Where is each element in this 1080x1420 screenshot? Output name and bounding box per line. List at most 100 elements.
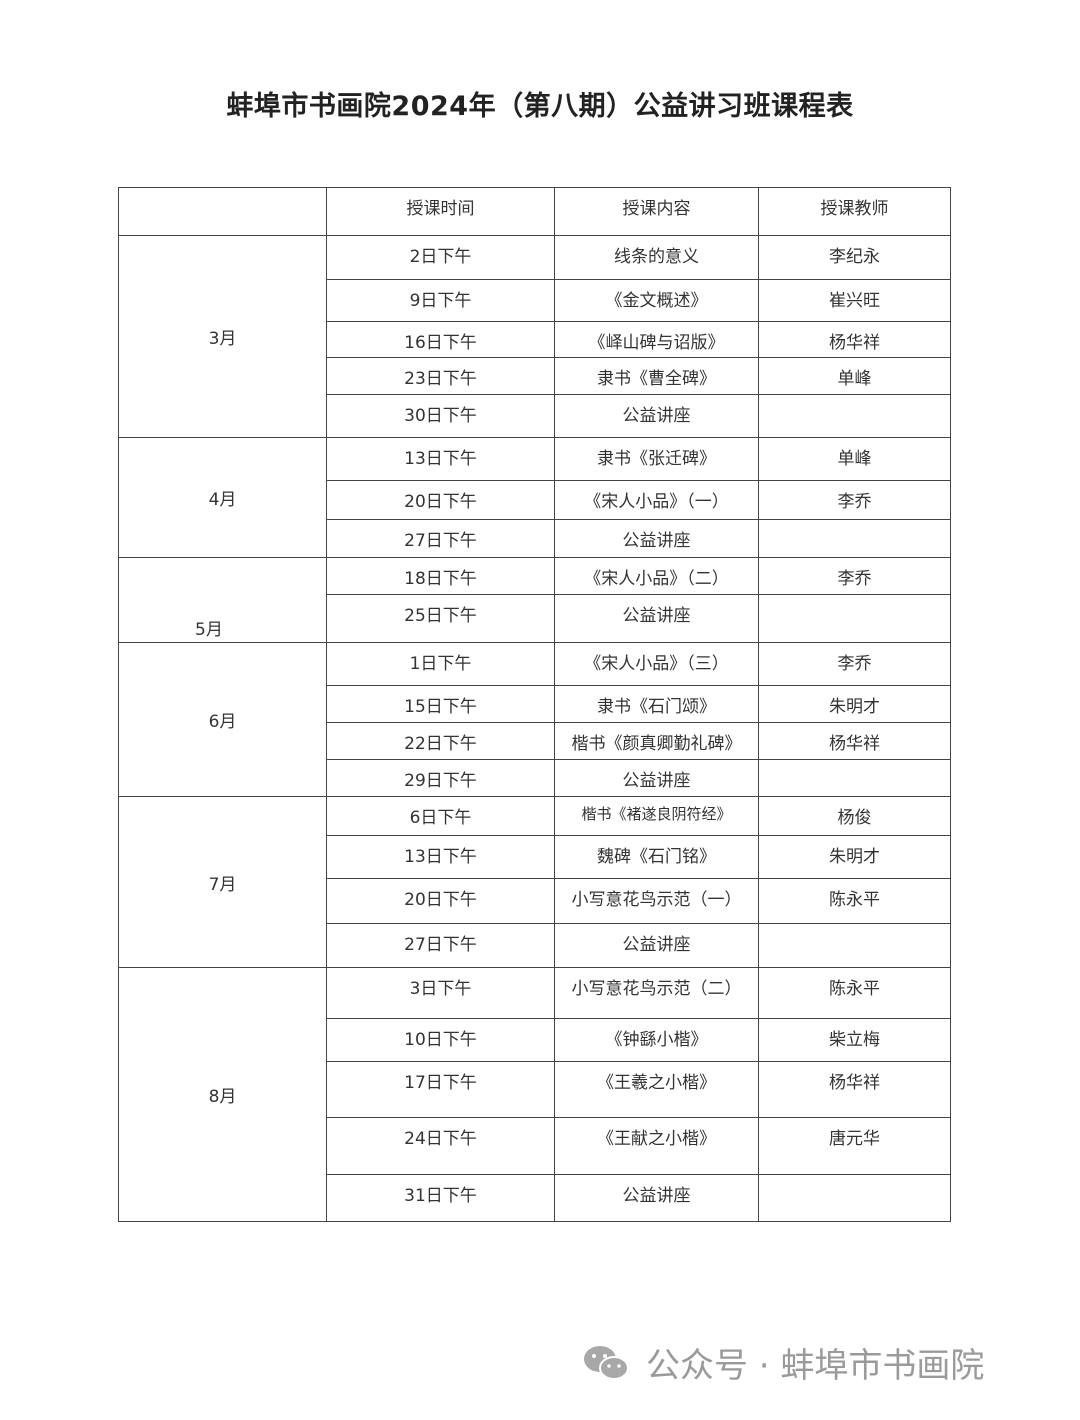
content-cell: 《宋人小品》（三）	[554, 642, 759, 686]
table-row: 20日下午 小写意花鸟示范（一） 陈永平	[119, 878, 951, 924]
teacher-cell: 朱明才	[758, 685, 951, 723]
time-cell: 15日下午	[326, 685, 555, 723]
time-cell: 10日下午	[326, 1018, 555, 1062]
teacher-cell	[758, 1174, 951, 1222]
month-cell: 7月	[118, 796, 327, 968]
table-row: 31日下午 公益讲座	[119, 1174, 951, 1222]
time-cell: 31日下午	[326, 1174, 555, 1222]
time-cell: 18日下午	[326, 557, 555, 595]
table-row: 16日下午 《峄山碑与诏版》 杨华祥	[119, 321, 951, 358]
time-cell: 24日下午	[326, 1117, 555, 1175]
table-row: 30日下午 公益讲座	[119, 394, 951, 438]
content-cell: 楷书《颜真卿勤礼碑》	[554, 722, 759, 760]
teacher-cell: 单峰	[758, 437, 951, 481]
content-cell: 小写意花鸟示范（一）	[554, 878, 759, 924]
content-cell: 小写意花鸟示范（二）	[554, 967, 759, 1019]
content-cell: 公益讲座	[554, 923, 759, 968]
teacher-cell: 陈永平	[758, 878, 951, 924]
time-cell: 17日下午	[326, 1061, 555, 1118]
table-row: 27日下午 公益讲座	[119, 923, 951, 968]
month-cell: 8月	[118, 967, 327, 1222]
schedule-table: 授课时间 授课内容 授课教师 3月 2日下午 线条的意义 李纪永 9日下午 《金文概述》 崔兴旺 1…	[118, 187, 951, 1222]
content-cell: 隶书《曹全碑》	[554, 357, 759, 395]
content-cell: 《王羲之小楷》	[554, 1061, 759, 1118]
time-cell: 23日下午	[326, 357, 555, 395]
time-cell: 6日下午	[326, 796, 555, 836]
column-header: 授课时间	[326, 187, 555, 236]
teacher-cell: 柴立梅	[758, 1018, 951, 1062]
time-cell: 1日下午	[326, 642, 555, 686]
time-cell: 20日下午	[326, 480, 555, 520]
content-cell: 隶书《石门颂》	[554, 685, 759, 723]
content-cell: 《宋人小品》（一）	[554, 480, 759, 520]
teacher-cell: 杨俊	[758, 796, 951, 836]
table-row: 7月 6日下午 楷书《褚遂良阴符经》 杨俊	[118, 796, 951, 968]
content-cell: 《钟繇小楷》	[554, 1018, 759, 1062]
table-row: 23日下午 隶书《曹全碑》 单峰	[119, 357, 951, 395]
table-row: 27日下午 公益讲座	[119, 519, 951, 558]
table-row: 10日下午 《钟繇小楷》 柴立梅	[119, 1018, 951, 1062]
time-cell: 13日下午	[326, 835, 555, 879]
time-cell: 22日下午	[326, 722, 555, 760]
time-cell: 29日下午	[326, 759, 555, 797]
wechat-icon	[584, 1345, 629, 1380]
content-cell: 线条的意义	[554, 235, 759, 280]
table-row: 9日下午 《金文概述》 崔兴旺	[119, 279, 951, 322]
month-cell: 6月	[118, 642, 327, 797]
content-cell: 《王献之小楷》	[554, 1117, 759, 1175]
teacher-cell: 单峰	[758, 357, 951, 395]
watermark: 公众号 · 蚌埠市书画院	[582, 1338, 984, 1387]
content-cell: 公益讲座	[554, 1174, 759, 1222]
teacher-cell: 杨华祥	[758, 1061, 951, 1118]
teacher-cell	[758, 394, 951, 438]
table-row: 24日下午 《王献之小楷》 唐元华	[119, 1117, 951, 1175]
table-row: 13日下午 魏碑《石门铭》 朱明才	[119, 835, 951, 879]
teacher-cell: 李乔	[758, 557, 951, 595]
table-row: 5月 18日下午 《宋人小品》（二） 李乔	[118, 557, 951, 643]
teacher-cell: 杨华祥	[758, 722, 951, 760]
time-cell: 9日下午	[326, 279, 555, 322]
teacher-cell: 杨华祥	[758, 321, 951, 358]
time-cell: 3日下午	[326, 967, 555, 1019]
teacher-cell: 唐元华	[758, 1117, 951, 1175]
table-row: 3月 2日下午 线条的意义 李纪永	[118, 235, 951, 438]
time-cell: 20日下午	[326, 878, 555, 924]
table-row: 29日下午 公益讲座	[119, 759, 951, 797]
table-row: 20日下午 《宋人小品》（一） 李乔	[119, 480, 951, 520]
table-row: 25日下午 公益讲座	[119, 594, 951, 643]
teacher-cell: 李乔	[758, 642, 951, 686]
column-header: 授课教师	[758, 187, 951, 236]
table-row: 8月 3日下午 小写意花鸟示范（二） 陈永平	[118, 967, 951, 1222]
content-cell: 楷书《褚遂良阴符经》	[554, 796, 759, 836]
content-cell: 公益讲座	[554, 594, 759, 643]
time-cell: 2日下午	[326, 235, 555, 280]
teacher-cell: 崔兴旺	[758, 279, 951, 322]
header-row: 授课时间 授课内容 授课教师	[118, 187, 951, 236]
teacher-cell: 陈永平	[758, 967, 951, 1019]
month-cell: 3月	[118, 235, 327, 438]
table-row: 22日下午 楷书《颜真卿勤礼碑》 杨华祥	[119, 722, 951, 760]
page-title: 蚌埠市书画院2024年（第八期）公益讲习班课程表	[226, 91, 854, 122]
content-cell: 隶书《张迁碑》	[554, 437, 759, 481]
content-cell: 公益讲座	[554, 519, 759, 558]
time-cell: 27日下午	[326, 923, 555, 968]
watermark-text: 公众号 · 蚌埠市书画院	[646, 1346, 985, 1386]
month-cell: 4月	[118, 437, 327, 558]
table-row: 6月 1日下午 《宋人小品》（三） 李乔	[118, 642, 951, 797]
teacher-cell: 李纪永	[758, 235, 951, 280]
content-cell: 公益讲座	[554, 394, 759, 438]
teacher-cell: 李乔	[758, 480, 951, 520]
time-cell: 30日下午	[326, 394, 555, 438]
column-header: 授课内容	[554, 187, 759, 236]
teacher-cell	[758, 759, 951, 797]
column-header	[118, 187, 327, 236]
table-row: 4月 13日下午 隶书《张迁碑》 单峰	[118, 437, 951, 558]
table-row: 17日下午 《王羲之小楷》 杨华祥	[119, 1061, 951, 1118]
teacher-cell	[758, 519, 951, 558]
teacher-cell	[758, 923, 951, 968]
time-cell: 25日下午	[326, 594, 555, 643]
content-cell: 《峄山碑与诏版》	[554, 321, 759, 358]
content-cell: 《宋人小品》（二）	[554, 557, 759, 595]
teacher-cell	[758, 594, 951, 643]
time-cell: 13日下午	[326, 437, 555, 481]
